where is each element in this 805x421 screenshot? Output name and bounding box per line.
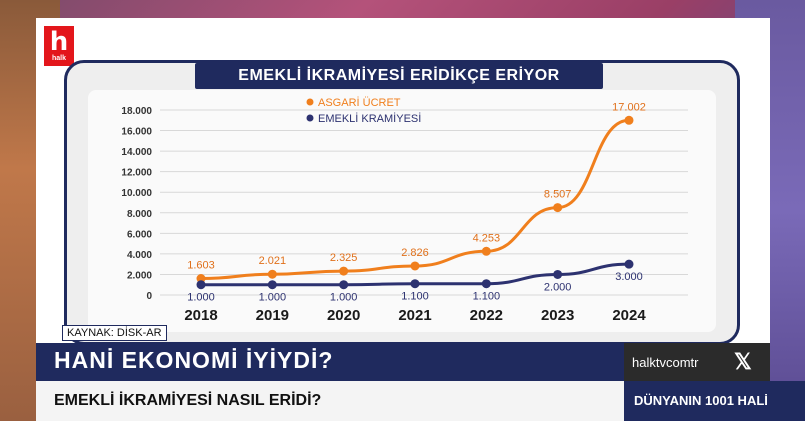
x-tick-label: 2023 <box>541 307 574 324</box>
data-label: 3.000 <box>615 271 643 283</box>
y-tick-label: 4.000 <box>127 250 152 261</box>
y-tick-label: 12.000 <box>121 168 152 179</box>
legend-marker <box>306 98 314 106</box>
logo-text: halk <box>51 55 66 62</box>
data-point <box>553 203 563 213</box>
x-tick-label: 2018 <box>184 307 217 324</box>
data-label: 1.000 <box>187 292 215 304</box>
y-tick-label: 18.000 <box>121 106 152 117</box>
data-point <box>339 266 349 276</box>
y-tick-label: 10.000 <box>121 188 152 199</box>
data-label: 2.000 <box>544 281 572 293</box>
data-point <box>410 261 420 271</box>
x-tick-label: 2022 <box>470 307 503 324</box>
lower-third-sub: EMEKLİ İKRAMİYESİ NASIL ERİDİ? <box>36 381 624 421</box>
data-label: 4.253 <box>473 232 501 244</box>
source-label: KAYNAK: DİSK-AR <box>62 325 167 341</box>
data-point <box>267 280 277 290</box>
data-point <box>624 259 634 269</box>
data-point <box>267 269 277 279</box>
social-handle: halktvcomtr 𝕏 <box>624 343 770 381</box>
data-label: 1.000 <box>259 292 287 304</box>
x-tick-label: 2020 <box>327 307 360 324</box>
data-label: 17.002 <box>612 101 646 113</box>
data-point <box>624 115 634 125</box>
y-tick-label: 0 <box>146 291 152 302</box>
x-tick-label: 2021 <box>398 307 431 324</box>
handle-text: halktvcomtr <box>632 355 699 370</box>
data-point <box>410 279 420 289</box>
data-label: 1.100 <box>401 291 429 303</box>
x-tick-label: 2019 <box>256 307 289 324</box>
program-name: DÜNYANIN 1001 HALİ <box>624 381 805 421</box>
legend-label: EMEKLİ KRAMİYESİ <box>318 112 421 125</box>
data-label: 2.826 <box>401 247 429 259</box>
lower-third-main: HANİ EKONOMİ İYİYDİ? <box>36 343 624 381</box>
x-logo-icon: 𝕏 <box>734 349 752 374</box>
headline-main: HANİ EKONOMİ İYİYDİ? <box>54 347 334 373</box>
data-label: 1.100 <box>473 291 501 303</box>
data-label: 2.325 <box>330 252 358 264</box>
data-label: 8.507 <box>544 189 572 201</box>
chart-area: 0 2.000 4.000 6.000 8.000 10.000 12.000 14.000 1… <box>88 90 716 332</box>
legend-marker <box>306 114 314 122</box>
data-point <box>196 280 206 290</box>
data-point <box>481 279 491 289</box>
y-tick-label: 16.000 <box>121 127 152 138</box>
data-point <box>481 246 491 256</box>
logo-letter: h <box>49 27 69 57</box>
headline-sub: EMEKLİ İKRAMİYESİ NASIL ERİDİ? <box>54 392 322 409</box>
y-tick-label: 2.000 <box>127 270 152 281</box>
chart-title: EMEKLİ İKRAMİYESİ ERİDİKÇE ERİYOR <box>195 63 603 89</box>
line-chart: 0 2.000 4.000 6.000 8.000 10.000 12.000 14.000 1… <box>121 96 688 324</box>
data-point <box>339 280 349 290</box>
x-tick-label: 2024 <box>612 307 646 324</box>
y-tick-label: 6.000 <box>127 229 152 240</box>
program-text: DÜNYANIN 1001 HALİ <box>634 393 768 408</box>
legend-label: ASGARİ ÜCRET <box>318 96 401 109</box>
y-tick-label: 14.000 <box>121 147 152 158</box>
data-label: 1.000 <box>330 292 358 304</box>
data-point <box>196 274 206 284</box>
data-label: 1.603 <box>187 260 215 272</box>
data-point <box>553 269 563 279</box>
data-label: 2.021 <box>259 255 287 267</box>
halk-tv-logo: h halk <box>44 26 74 66</box>
y-tick-label: 8.000 <box>127 209 152 220</box>
